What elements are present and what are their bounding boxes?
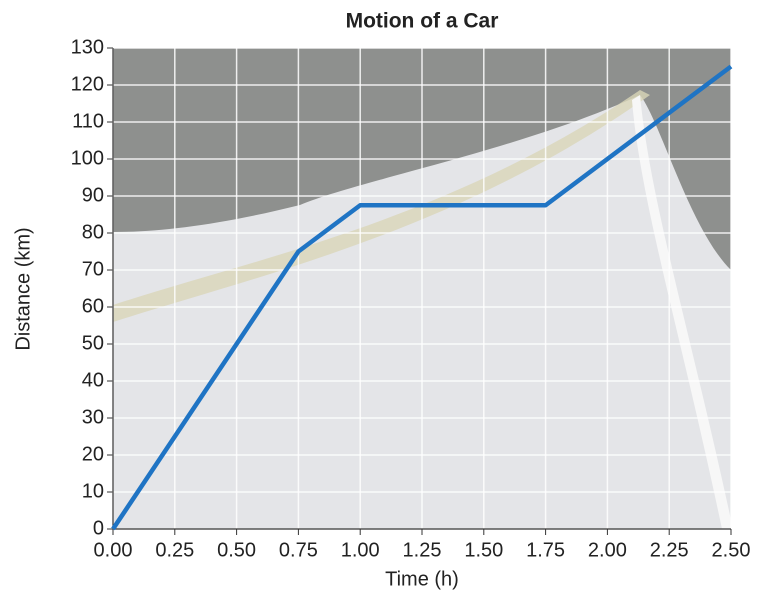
- x-tick-label: 0.75: [279, 539, 318, 561]
- x-tick-label: 1.75: [526, 539, 565, 561]
- y-axis-label: Distance (km): [12, 227, 34, 350]
- y-tick-label: 0: [93, 517, 104, 539]
- x-tick-label: 0.25: [155, 539, 194, 561]
- x-tick-label: 2.25: [650, 539, 689, 561]
- x-tick-label: 0.00: [94, 539, 133, 561]
- y-tick-label: 80: [82, 221, 104, 243]
- y-tick-label: 100: [71, 147, 104, 169]
- x-tick-label: 1.00: [341, 539, 380, 561]
- y-tick-label: 110: [72, 110, 104, 132]
- chart-title: Motion of a Car: [346, 10, 499, 33]
- y-tick-label: 130: [71, 36, 104, 58]
- x-tick-label: 1.50: [464, 539, 503, 561]
- chart: Motion of a Car Time (h) Distance (km) 0…: [0, 0, 773, 596]
- x-tick-label: 0.50: [217, 539, 256, 561]
- y-tick-label: 120: [71, 73, 104, 95]
- y-tick-label: 20: [82, 443, 104, 465]
- y-tick-label: 70: [82, 258, 104, 280]
- y-tick-label: 40: [82, 369, 104, 391]
- x-tick-label: 2.50: [712, 539, 751, 561]
- y-tick-label: 50: [82, 332, 104, 354]
- x-tick-label: 2.00: [588, 539, 627, 561]
- x-tick-label: 1.25: [403, 539, 442, 561]
- x-axis-label: Time (h): [385, 568, 459, 590]
- y-tick-label: 90: [82, 184, 104, 206]
- y-tick-label: 30: [82, 406, 104, 428]
- y-tick-label: 60: [82, 295, 104, 317]
- y-tick-label: 10: [82, 480, 104, 502]
